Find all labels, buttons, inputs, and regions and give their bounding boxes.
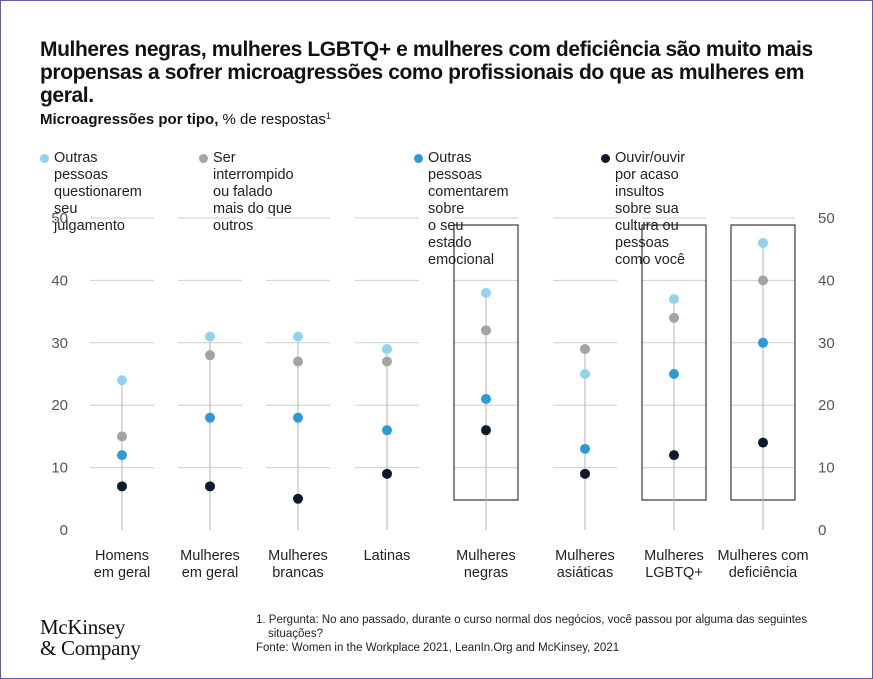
y-tick-label-right: 10 xyxy=(818,460,835,477)
legend-label: Ser interrompido ou falado mais do que o… xyxy=(213,150,294,234)
legend-dot xyxy=(199,154,208,163)
data-point xyxy=(481,393,491,404)
x-category-label: Mulheres brancas xyxy=(268,548,328,581)
x-category-label: Mulheres negras xyxy=(456,548,516,581)
subtitle-rest: % de respostas xyxy=(218,111,326,128)
subtitle-bold: Microagressões por tipo, xyxy=(40,111,219,128)
legend-label: Ouvir/ouvir por acaso insultos sobre sua… xyxy=(615,150,686,268)
data-point xyxy=(382,344,392,355)
data-point xyxy=(758,437,768,448)
data-point xyxy=(205,481,215,492)
data-point xyxy=(669,312,679,323)
data-point xyxy=(580,468,590,479)
y-tick-label-left: 10 xyxy=(51,460,68,477)
data-point xyxy=(382,468,392,479)
data-point xyxy=(758,275,768,286)
legend-dot xyxy=(414,154,423,163)
data-point xyxy=(293,356,303,367)
legend-dot xyxy=(601,154,610,163)
y-tick-label-left: 40 xyxy=(51,272,68,289)
x-category-label: Mulheres LGBTQ+ xyxy=(644,548,704,581)
data-point xyxy=(758,237,768,248)
data-point xyxy=(382,356,392,367)
data-point xyxy=(205,412,215,423)
y-tick-label-right: 0 xyxy=(818,522,826,539)
data-point xyxy=(669,294,679,305)
mckinsey-logo: McKinsey & Company xyxy=(40,617,141,659)
data-point xyxy=(481,325,491,336)
x-category-label: Mulheres com deficiência xyxy=(717,548,808,581)
data-point xyxy=(481,425,491,436)
y-tick-label-right: 40 xyxy=(818,272,835,289)
chart-subtitle: Microagressões por tipo, % de respostas1 xyxy=(40,111,331,128)
x-category-label: Mulheres em geral xyxy=(180,548,240,581)
legend-label: Outras pessoas questionarem seu julgamen… xyxy=(54,150,142,234)
x-category-label: Latinas xyxy=(364,548,411,564)
y-tick-label-left: 50 xyxy=(51,210,68,227)
y-tick-label-right: 50 xyxy=(818,210,835,227)
y-tick-label-left: 20 xyxy=(51,397,68,414)
subtitle-footnote-mark: 1 xyxy=(325,111,331,121)
y-tick-label-left: 0 xyxy=(60,522,68,539)
logo-line-1: McKinsey xyxy=(40,615,126,639)
logo-line-2: & Company xyxy=(40,636,141,660)
data-point xyxy=(293,493,303,504)
data-point xyxy=(117,450,127,461)
data-point xyxy=(580,369,590,379)
y-tick-label-right: 20 xyxy=(818,397,835,414)
footnote-question: 1. Pergunta: No ano passado, durante o c… xyxy=(256,614,808,640)
data-point xyxy=(117,431,127,442)
legend-label: Outras pessoas comentarem sobre o seu es… xyxy=(428,150,509,268)
data-point xyxy=(580,443,590,454)
data-point xyxy=(293,331,303,342)
y-tick-label-right: 30 xyxy=(818,335,835,352)
data-point xyxy=(117,375,127,386)
data-point xyxy=(117,481,127,492)
data-point xyxy=(382,425,392,436)
data-point xyxy=(481,287,491,298)
y-tick-label-left: 30 xyxy=(51,335,68,352)
x-category-label: Homens em geral xyxy=(94,548,150,581)
data-point xyxy=(580,344,590,355)
data-point xyxy=(669,369,679,379)
data-point xyxy=(669,450,679,461)
data-point xyxy=(205,350,215,361)
data-point xyxy=(293,412,303,423)
chart-title: Mulheres negras, mulheres LGBTQ+ e mulhe… xyxy=(40,38,813,107)
data-point xyxy=(205,331,215,342)
footnote-source: Fonte: Women in the Workplace 2021, Lean… xyxy=(256,642,620,654)
legend-dot xyxy=(40,154,49,163)
data-point xyxy=(758,337,768,348)
footnote: 1. Pergunta: No ano passado, durante o c… xyxy=(256,613,846,655)
x-category-label: Mulheres asiáticas xyxy=(555,548,615,581)
